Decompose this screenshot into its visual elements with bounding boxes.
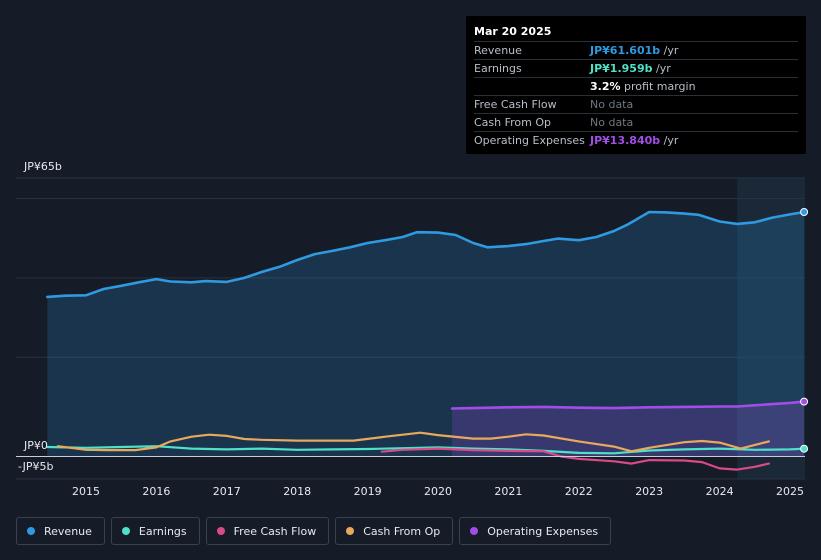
y-tick-label-zero: JP¥0 [24,439,48,452]
tooltip-label: Earnings [474,62,522,75]
end-dot-revenue [800,207,809,216]
tooltip-row-revenue: Revenue JP¥61.601b /yr [474,42,798,60]
chart-legend: Revenue Earnings Free Cash Flow Cash Fro… [16,517,612,545]
tooltip-row-operating-expenses: Operating Expenses JP¥13.840b /yr [474,132,798,149]
tooltip-unit: /yr [655,62,671,75]
legend-label: Revenue [44,524,92,538]
x-tick-label: 2020 [424,485,452,498]
tooltip-value: 3.2% [590,80,621,93]
tooltip-label: Free Cash Flow [474,98,557,111]
tooltip-label: Revenue [474,44,522,57]
legend-item-earnings[interactable]: Earnings [110,517,200,545]
x-tick-label: 2018 [283,485,311,498]
legend-item-operating-expenses[interactable]: Operating Expenses [459,517,612,545]
tooltip-row-profit-margin: 3.2% profit margin [474,78,798,96]
legend-label: Operating Expenses [487,524,599,538]
line-cash-from-op [56,431,770,453]
y-tick-label-top: JP¥65b [24,160,62,173]
legend-item-cash-from-op[interactable]: Cash From Op [335,517,454,545]
series-end-dots [800,207,809,453]
line-earnings [46,445,806,455]
tooltip-unit: /yr [663,134,679,147]
grid-lines [16,177,805,480]
line-revenue [46,210,806,299]
tooltip-unit: /yr [663,44,679,57]
legend-label: Free Cash Flow [233,524,317,538]
x-tick-label: 2021 [494,485,522,498]
legend-dot-icon [121,527,130,535]
legend-dot-icon [346,527,355,535]
line-free-cash-flow [380,447,770,471]
series-areas [47,212,805,457]
legend-dot-icon [216,527,225,535]
end-dot-earnings [800,444,809,453]
tooltip-value: No data [590,116,634,129]
tooltip-value: JP¥13.840b [590,134,661,147]
tooltip-row-earnings: Earnings JP¥1.959b /yr [474,60,798,78]
tooltip-unit: profit margin [624,80,696,93]
tooltip-label: Operating Expenses [474,134,585,147]
forecast-highlight-region [737,178,805,479]
tooltip-value: No data [590,98,634,111]
tooltip-value: JP¥61.601b [590,44,661,57]
legend-item-free-cash-flow[interactable]: Free Cash Flow [205,517,330,545]
legend-dot-icon [470,527,479,535]
tooltip-row-cash-from-op: Cash From Op No data [474,114,798,132]
legend-label: Earnings [138,524,187,538]
legend-label: Cash From Op [363,524,441,538]
x-tick-label: 2015 [72,485,100,498]
end-dot-operating-expenses [800,397,809,406]
tooltip-label [474,78,590,95]
tooltip-date: Mar 20 2025 [474,23,798,42]
x-tick-label: 2019 [354,485,382,498]
x-tick-label: 2025 [776,485,804,498]
data-tooltip: Mar 20 2025 Revenue JP¥61.601b /yr Earni… [466,16,806,154]
tooltip-label: Cash From Op [474,116,552,129]
series-lines [16,210,806,471]
x-tick-label: 2023 [635,485,663,498]
x-axis-ticks: 2015 2016 2017 2018 2019 2020 2021 2022 2023 2024… [72,485,804,498]
area-revenue [47,212,805,457]
x-tick-label: 2017 [213,485,241,498]
tooltip-value: JP¥1.959b [590,62,653,75]
x-tick-label: 2022 [565,485,593,498]
legend-dot-icon [27,527,35,535]
x-tick-label: 2024 [706,485,734,498]
line-operating-expenses [450,400,806,410]
y-tick-label-negative: -JP¥5b [18,460,54,473]
tooltip-row-free-cash-flow: Free Cash Flow No data [474,96,798,114]
legend-item-revenue[interactable]: Revenue [16,517,105,545]
x-tick-label: 2016 [142,485,170,498]
